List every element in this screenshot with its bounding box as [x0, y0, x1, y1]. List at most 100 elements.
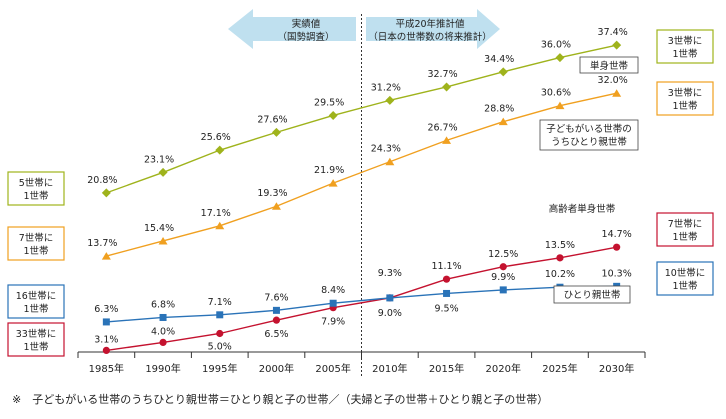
elderly-single-data-label: 4.0%	[151, 326, 175, 337]
single-parent-with-children-data-label: 26.7%	[427, 122, 457, 133]
single-parent-with-children-data-label: 19.3%	[257, 188, 287, 199]
single-parent-with-children-marker	[612, 89, 622, 97]
elderly-single-data-label: 11.1%	[431, 261, 461, 272]
single-parent-data-label: 9.0%	[378, 308, 402, 319]
ratio-box-border	[7, 322, 65, 357]
single-parent-data-label: 6.8%	[151, 299, 175, 310]
x-tick-label: 2010年	[372, 362, 407, 375]
single-parent-with-children-data-label: 24.3%	[371, 144, 401, 155]
x-tick-label: 2025年	[542, 362, 577, 375]
elderly-single-marker	[102, 346, 110, 355]
single-household-marker	[555, 53, 565, 63]
ratio-box-text: 1世帯	[23, 341, 49, 353]
single-parent-marker	[443, 289, 451, 297]
single-household-data-label: 25.6%	[201, 132, 231, 143]
elderly-single-label: 高齢者単身世帯	[549, 203, 616, 215]
ratio-box-border	[656, 212, 714, 247]
ratio-box-border	[7, 284, 65, 319]
ratio-box-text: 1世帯	[23, 303, 49, 315]
ratio-box-border	[656, 81, 714, 116]
single-household-data-label: 31.2%	[371, 82, 401, 93]
elderly-single-data-label: 6.5%	[264, 329, 288, 340]
elderly-single-marker	[613, 243, 621, 251]
ratio-box-text: 3世帯に	[668, 87, 703, 99]
elderly-single-data-label: 14.7%	[602, 229, 632, 240]
single-parent-with-children-marker	[442, 136, 452, 144]
single-parent-marker	[499, 286, 507, 294]
single-parent-with-children-marker	[158, 236, 168, 245]
single-parent-with-children-marker	[328, 179, 338, 187]
single-parent-with-children-marker	[271, 202, 281, 210]
x-tick-label: 2020年	[486, 362, 521, 375]
elderly-single-data-label: 5.0%	[208, 342, 232, 353]
elderly-single-line	[106, 246, 617, 352]
ratio-box-border	[656, 29, 714, 64]
single-household-label-box	[579, 56, 639, 74]
single-parent-with-children-label-box	[539, 119, 639, 151]
single-household-marker	[612, 40, 622, 50]
projection-values-arrow	[366, 9, 500, 49]
single-parent-marker	[159, 313, 167, 321]
single-parent-with-children-data-label: 30.6%	[541, 88, 571, 99]
elderly-single-marker	[272, 316, 281, 324]
single-parent-with-children-data-label: 32.0%	[598, 75, 628, 86]
single-parent-with-children-data-label: 21.9%	[314, 165, 344, 176]
single-household-marker	[271, 127, 281, 137]
single-parent-with-children-marker	[385, 157, 395, 166]
elderly-single-marker	[556, 254, 564, 262]
series-group: 20.8% 23.1% 25.6% 27.6% 29.5% 31.2% 32.7% 34.4%…	[87, 27, 632, 355]
elderly-single-series: 3.1% 4.0% 5.0% 6.5% 7.9% 9.3% 11.1% 12.5% 13.5% 1…	[94, 229, 632, 355]
single-parent-with-children-marker	[555, 101, 565, 110]
elderly-single-marker	[499, 263, 507, 271]
single-parent-data-label: 8.4%	[321, 285, 345, 296]
single-parent-with-children-marker	[215, 221, 225, 230]
x-tick-label: 2030年	[599, 362, 634, 375]
single-parent-with-children-marker	[498, 117, 508, 126]
single-household-marker	[385, 95, 395, 105]
elderly-single-marker	[442, 275, 451, 283]
single-parent-with-children-label-line1: 子どもがいる世帯の	[546, 123, 632, 135]
elderly-single-label-box	[542, 200, 622, 216]
x-tick-label: 2005年	[315, 362, 350, 375]
single-household-label: 単身世帯	[590, 60, 629, 72]
single-parent-marker	[329, 299, 337, 307]
single-parent-marker	[272, 306, 280, 314]
x-tick-label: 2000年	[259, 362, 294, 375]
x-tick-label: 1985年	[89, 362, 124, 375]
ratio-box-text: 33世帯に	[16, 328, 57, 340]
single-parent-with-children-data-label: 13.7%	[87, 238, 117, 249]
projection-values-label: 平成20年推計値	[395, 18, 465, 30]
ratio-box-text: 1世帯	[672, 48, 698, 60]
single-parent-marker	[216, 311, 224, 319]
elderly-single-data-label: 13.5%	[545, 240, 575, 251]
single-parent-data-label: 6.3%	[94, 304, 118, 315]
ratio-box-text: 3世帯に	[668, 35, 703, 47]
single-household-marker	[498, 67, 508, 77]
projection-values-source: （日本の世帯数の将来推計）	[368, 31, 492, 43]
single-parent-with-children-marker	[101, 252, 111, 260]
x-axis: 1985年 1990年 1995年 2000年 2005年 2010年 2015年 2020年…	[77, 351, 646, 375]
actual-values-source: （国勢調査）	[277, 31, 334, 43]
single-parent-with-children-label-line2: うちひとり親世帯	[551, 136, 627, 148]
single-household-data-label: 37.4%	[598, 27, 628, 38]
ratio-boxes: 5世帯に1世帯7世帯に1世帯16世帯に1世帯33世帯に1世帯3世帯に1世帯3世帯…	[7, 29, 714, 357]
single-parent-data-label: 9.9%	[491, 272, 515, 283]
single-parent-with-children-series: 13.7% 15.4% 17.1% 19.3% 21.9% 24.3% 26.7% 28.8%…	[87, 75, 628, 260]
single-household-marker	[158, 167, 168, 177]
ratio-box-text: 1世帯	[23, 245, 49, 257]
single-parent-with-children-data-label: 28.8%	[484, 104, 514, 115]
actual-values-label: 実績値	[292, 18, 321, 30]
ratio-box-text: 10世帯に	[665, 267, 706, 279]
elderly-single-marker	[216, 329, 224, 338]
ratio-box-text: 16世帯に	[16, 290, 57, 302]
elderly-single-data-label: 9.3%	[378, 268, 402, 279]
single-parent-with-children-data-label: 17.1%	[201, 208, 231, 219]
single-parent-data-label: 9.5%	[434, 303, 458, 314]
single-parent-data-label: 10.3%	[602, 268, 632, 279]
